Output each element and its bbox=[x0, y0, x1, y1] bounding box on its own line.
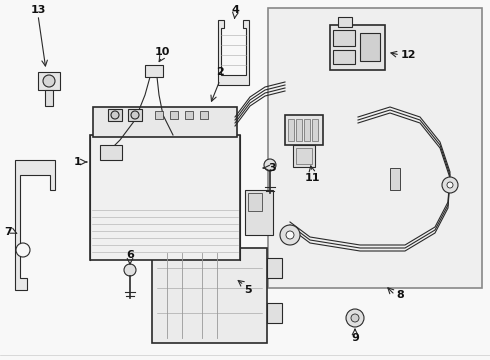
Bar bbox=[248, 193, 262, 211]
Bar bbox=[200, 111, 208, 119]
Bar bbox=[288, 119, 294, 141]
Bar bbox=[93, 107, 237, 137]
Circle shape bbox=[346, 309, 364, 327]
Bar bbox=[296, 119, 302, 141]
Circle shape bbox=[111, 111, 119, 119]
Text: 11: 11 bbox=[304, 173, 320, 183]
Circle shape bbox=[16, 243, 30, 257]
Circle shape bbox=[280, 225, 300, 245]
Bar bbox=[128, 109, 142, 121]
Bar bbox=[338, 17, 352, 27]
Text: 4: 4 bbox=[231, 5, 239, 15]
Text: 1: 1 bbox=[74, 157, 82, 167]
Bar bbox=[38, 72, 60, 90]
Text: 8: 8 bbox=[396, 290, 404, 300]
Circle shape bbox=[131, 111, 139, 119]
Bar bbox=[108, 109, 122, 121]
Text: 12: 12 bbox=[400, 50, 416, 60]
Circle shape bbox=[351, 314, 359, 322]
Text: 3: 3 bbox=[268, 163, 276, 173]
Circle shape bbox=[442, 177, 458, 193]
Circle shape bbox=[447, 182, 453, 188]
Bar bbox=[267, 258, 282, 278]
Polygon shape bbox=[218, 20, 249, 85]
Bar bbox=[268, 8, 482, 288]
Bar bbox=[312, 119, 318, 141]
Bar bbox=[285, 115, 323, 145]
Text: 6: 6 bbox=[126, 250, 134, 260]
Bar bbox=[245, 190, 273, 235]
Polygon shape bbox=[15, 160, 55, 290]
Bar bbox=[293, 145, 315, 167]
Bar bbox=[330, 25, 385, 70]
Text: 7: 7 bbox=[4, 227, 12, 237]
Bar bbox=[304, 119, 310, 141]
Bar bbox=[170, 111, 178, 119]
Bar bbox=[90, 135, 240, 260]
Circle shape bbox=[124, 264, 136, 276]
Bar bbox=[155, 111, 163, 119]
Circle shape bbox=[286, 231, 294, 239]
Bar bbox=[296, 148, 312, 164]
Bar bbox=[333, 50, 355, 64]
Text: 9: 9 bbox=[351, 333, 359, 343]
Bar bbox=[390, 168, 400, 190]
Circle shape bbox=[43, 75, 55, 87]
Bar bbox=[333, 30, 355, 46]
Bar bbox=[267, 303, 282, 323]
Text: 2: 2 bbox=[216, 67, 224, 77]
Text: 5: 5 bbox=[244, 285, 252, 295]
Bar bbox=[152, 248, 267, 343]
Bar bbox=[100, 145, 122, 160]
Bar bbox=[185, 111, 193, 119]
Text: 10: 10 bbox=[154, 47, 170, 57]
Bar bbox=[360, 33, 380, 61]
Circle shape bbox=[264, 159, 276, 171]
Text: 13: 13 bbox=[30, 5, 46, 15]
Bar bbox=[145, 65, 163, 77]
Bar bbox=[45, 90, 53, 106]
